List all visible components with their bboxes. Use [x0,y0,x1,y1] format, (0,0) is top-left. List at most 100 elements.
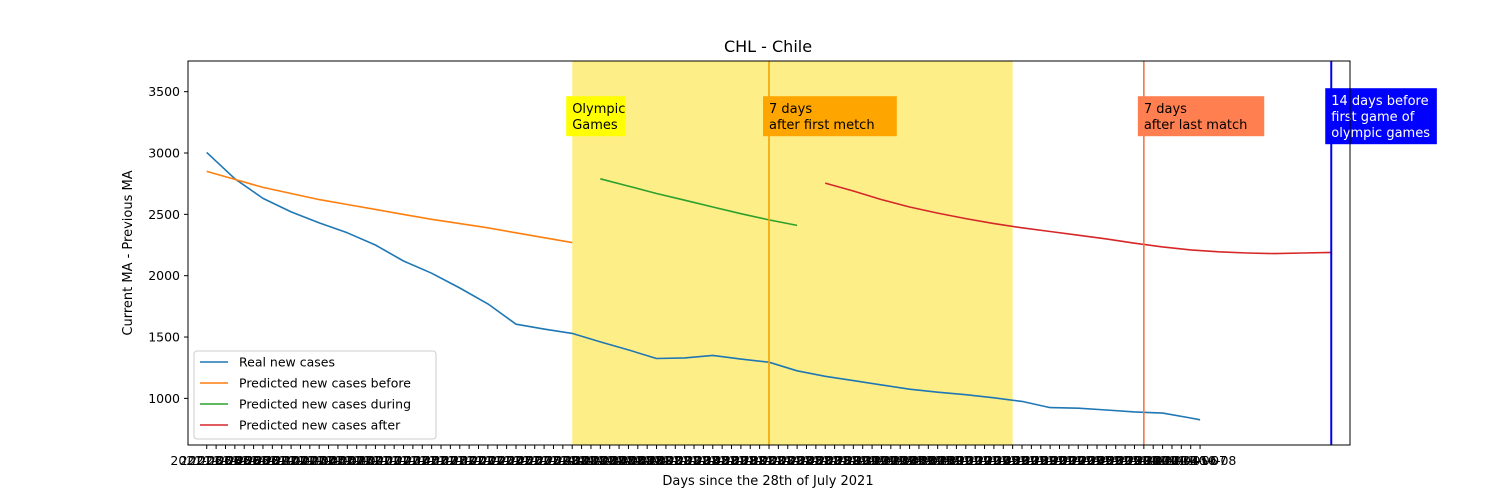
x-tick-label: 2021-07-27 [480,453,553,468]
x-tick-label: 2021-07-07 [292,453,365,468]
x-tick-label: 2021-06-28 [208,453,281,468]
x-tick-label: 2021-09-21 [1004,453,1077,468]
annotation-text: 7 days [1144,102,1187,117]
x-tick-label: 2021-09-01 [817,453,890,468]
x-tick-label: 2021-08-31 [808,453,881,468]
x-tick-label: 2021-08-26 [761,453,834,468]
annotation-text: after first metch [769,118,875,133]
x-tick-label: 2021-09-08 [883,453,956,468]
y-tick-label: 1500 [148,330,180,345]
x-tick-label: 2021-08-08 [592,453,665,468]
x-tick-label: 2021-09-12 [920,453,993,468]
x-tick-label: 2021-09-11 [911,453,984,468]
x-tick-label: 2021-08-23 [733,453,806,468]
x-tick-label: 2021-07-05 [273,453,346,468]
x-tick-label: 2021-08-10 [611,453,684,468]
x-tick-label: 2021-10-02 [1108,453,1181,468]
x-tick-label: 2021-06-26 [189,453,262,468]
x-tick-label: 2021-10-01 [1098,453,1171,468]
x-tick-label: 2021-09-05 [854,453,927,468]
x-tick-label: 2021-07-31 [517,453,590,468]
legend-label: Predicted new cases after [239,418,401,433]
x-tick-label: 2021-08-01 [527,453,600,468]
x-tick-label: 2021-07-19 [405,453,478,468]
annotation-text: Olympic [572,102,625,117]
x-tick-label: 2021-10-07 [1154,453,1227,468]
x-tick-label: 2021-09-17 [967,453,1040,468]
y-tick-label: 3500 [148,84,180,99]
x-tick-label: 2021-08-03 [545,453,618,468]
x-tick-label: 2021-08-21 [714,453,787,468]
x-tick-label: 2021-08-14 [648,453,721,468]
x-tick-label: 2021-07-18 [395,453,468,468]
x-tick-label: 2021-09-02 [826,453,899,468]
series-line-4 [824,182,1333,255]
x-tick-label: 2021-07-04 [264,453,337,468]
series-layer [206,151,1333,421]
x-tick-label: 2021-09-25 [1042,453,1115,468]
x-tick-label: 2021-07-20 [414,453,487,468]
x-tick-label: 2021-09-14 [939,453,1012,468]
x-tick-label: 2021-07-03 [255,453,328,468]
x-tick-label: 2021-08-25 [751,453,824,468]
x-tick-label: 2021-07-08 [302,453,375,468]
series-line-1 [206,151,1201,421]
x-tick-label: 2021-07-26 [470,453,543,468]
annotation-box [1137,96,1265,137]
x-tick-label: 2021-07-02 [245,453,318,468]
x-tick-label: 2021-09-03 [836,453,909,468]
y-tick-label: 2500 [148,207,180,222]
x-tick-label: 2021-09-15 [948,453,1021,468]
x-tick-label: 2021-07-12 [339,453,412,468]
x-tick-label: 2021-08-04 [555,453,628,468]
x-tick-label: 2021-07-25 [461,453,534,468]
x-tick-label: 2021-09-06 [864,453,937,468]
y-tick-label: 2000 [148,268,180,283]
x-tick-label: 2021-06-24 [170,453,243,468]
x-tick-label: 2021-08-12 [630,453,703,468]
legend: Real new cases Predicted new cases before… [193,350,437,440]
x-tick-label: 2021-10-04 [1126,453,1199,468]
annotation-box [763,96,897,137]
legend-label: Real new cases [239,355,335,370]
annotation-box [566,96,627,137]
x-tick-label: 2021-10-03 [1117,453,1190,468]
x-tick-label: 2021-08-19 [695,453,768,468]
x-tick-label: 2021-08-29 [789,453,862,468]
x-tick-label: 2021-08-13 [639,453,712,468]
annotation-text: first game of [1331,110,1415,125]
x-tick-label: 2021-08-24 [742,453,815,468]
x-tick-label: 2021-07-28 [489,453,562,468]
series-line-3 [600,178,798,227]
x-tick-label: 2021-08-06 [573,453,646,468]
x-tick-label: 2021-09-27 [1061,453,1134,468]
x-tick-label: 2021-09-28 [1070,453,1143,468]
x-tick-label: 2021-07-11 [330,453,403,468]
x-tick-label: 2021-09-22 [1014,453,1087,468]
x-tick-label: 2021-06-27 [199,453,272,468]
x-tick-label: 2021-09-09 [892,453,965,468]
x-tick-label: 2021-07-24 [452,453,525,468]
x-tick-label: 2021-07-15 [367,453,440,468]
x-tick-label: 2021-07-16 [377,453,450,468]
x-tick-label: 2021-10-08 [1164,453,1237,468]
annotation-text: 7 days [769,102,812,117]
x-tick-label: 2021-09-04 [845,453,918,468]
x-tick-label: 2021-10-06 [1145,453,1218,468]
y-axis-label: Current MA - Previous MA [121,170,136,335]
x-tick-label: 2021-07-22 [433,453,506,468]
x-tick-label: 2021-09-24 [1033,453,1106,468]
x-tick-label: 2021-09-19 [986,453,1059,468]
x-tick-label: 2021-09-18 [976,453,1049,468]
legend-box [193,350,437,440]
x-tick-label: 2021-09-23 [1023,453,1096,468]
x-tick-label: 2021-08-27 [770,453,843,468]
x-tick-label: 2021-08-18 [686,453,759,468]
x-tick-label: 2021-07-23 [442,453,515,468]
x-tick-label: 2021-08-17 [676,453,749,468]
x-tick-label: 2021-08-22 [723,453,796,468]
y-tick-label: 3000 [148,146,180,161]
x-tick-label: 2021-07-10 [320,453,393,468]
x-tick-label: 2021-08-30 [798,453,871,468]
